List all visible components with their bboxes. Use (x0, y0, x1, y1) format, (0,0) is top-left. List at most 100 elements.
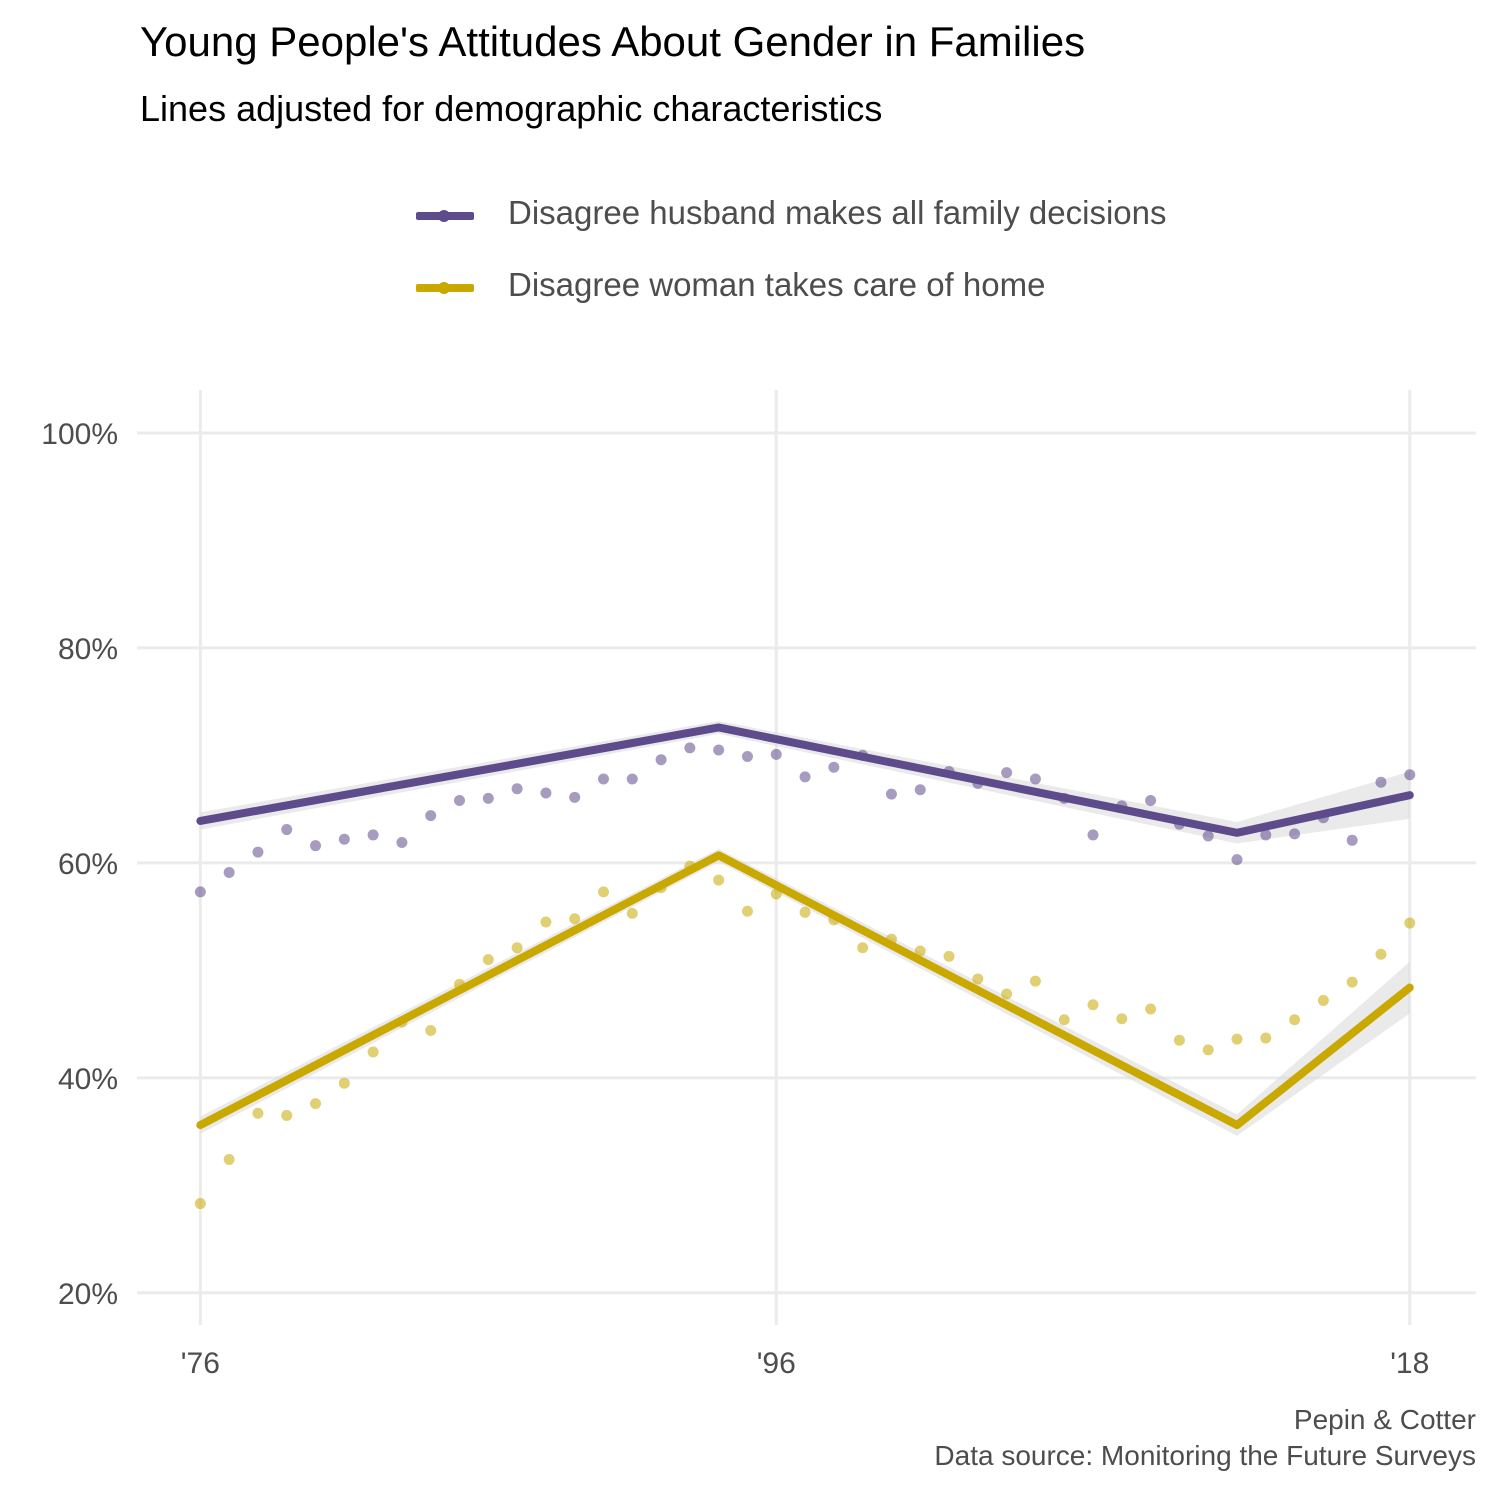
data-point (1289, 1014, 1301, 1026)
data-point (454, 795, 466, 807)
data-point (1404, 917, 1416, 929)
data-point (1346, 976, 1358, 988)
confidence-band (200, 848, 1410, 1136)
data-point (857, 942, 869, 954)
legend-label: Disagree husband makes all family decisi… (508, 194, 1167, 231)
data-point (943, 950, 955, 962)
data-point (281, 1109, 293, 1121)
data-point (1202, 830, 1214, 842)
legend-key-husband-decisions (416, 210, 474, 222)
y-tick-label: 20% (58, 1278, 118, 1311)
data-point (914, 784, 926, 796)
data-point (1116, 1013, 1128, 1025)
axis-tick-labels: 20% 40% 60% 80% 100% '76 '96 '18 (41, 418, 1429, 1380)
chart-title: Young People's Attitudes About Gender in… (140, 18, 1086, 65)
data-point (338, 833, 350, 845)
x-tick-label: '76 (181, 1347, 220, 1380)
data-point (1029, 975, 1041, 987)
data-point (713, 744, 725, 756)
y-tick-label: 40% (58, 1063, 118, 1096)
legend-key-woman-home (416, 282, 474, 294)
data-point (741, 750, 753, 762)
data-point (252, 1107, 264, 1119)
data-point (1346, 834, 1358, 846)
data-point (1375, 776, 1387, 788)
data-point (1087, 829, 1099, 841)
data-point (367, 829, 379, 841)
data-point (281, 824, 293, 836)
data-point (1231, 854, 1243, 866)
caption: Pepin & Cotter Data source: Monitoring t… (934, 1402, 1476, 1474)
caption-source: Data source: Monitoring the Future Surve… (934, 1440, 1476, 1471)
data-point (482, 954, 494, 966)
data-point (252, 846, 264, 858)
chart-subtitle: Lines adjusted for demographic character… (140, 88, 883, 129)
data-point (597, 773, 609, 785)
data-point (828, 761, 840, 773)
data-point (511, 942, 523, 954)
data-point (1404, 769, 1416, 781)
data-point (223, 867, 235, 879)
data-point (1001, 767, 1013, 779)
data-point (1317, 994, 1329, 1006)
gridlines (137, 390, 1476, 1325)
y-tick-label: 60% (58, 848, 118, 881)
data-point (770, 748, 782, 760)
data-point (799, 906, 811, 918)
confidence-bands (200, 721, 1410, 1136)
data-point (396, 836, 408, 848)
data-point (1202, 1044, 1214, 1056)
data-point (1145, 1003, 1157, 1015)
data-point (972, 973, 984, 985)
series-line (196, 723, 1414, 837)
data-point (1231, 1033, 1243, 1045)
data-point (511, 783, 523, 795)
data-point (223, 1153, 235, 1165)
data-point (1289, 828, 1301, 840)
data-point (597, 886, 609, 898)
data-point (713, 874, 725, 886)
data-point (569, 913, 581, 925)
data-point (367, 1046, 379, 1058)
data-point (1260, 829, 1272, 841)
data-point (655, 754, 667, 766)
data-point (482, 792, 494, 804)
data-point (540, 787, 552, 799)
data-point (741, 905, 753, 917)
data-points (194, 742, 1416, 1210)
data-point (626, 907, 638, 919)
caption-author: Pepin & Cotter (1293, 1404, 1476, 1435)
series-line (196, 851, 1414, 1130)
data-point (914, 945, 926, 957)
data-point (194, 1198, 206, 1210)
y-tick-label: 100% (41, 418, 118, 451)
data-point (885, 788, 897, 800)
x-tick-label: '96 (757, 1347, 796, 1380)
data-point (1375, 948, 1387, 960)
data-point (338, 1077, 350, 1089)
data-point (799, 771, 811, 783)
data-point (1058, 1014, 1070, 1026)
data-point (1145, 795, 1157, 807)
data-point (194, 886, 206, 898)
fit-lines (196, 723, 1414, 1130)
data-point (770, 888, 782, 900)
data-point (626, 773, 638, 785)
legend-label: Disagree woman takes care of home (508, 266, 1046, 303)
data-point (1260, 1032, 1272, 1044)
x-tick-label: '18 (1390, 1347, 1429, 1380)
data-point (1029, 773, 1041, 785)
data-point (310, 1098, 322, 1110)
data-point (684, 742, 696, 754)
data-point (425, 810, 437, 822)
y-tick-label: 80% (58, 633, 118, 666)
data-point (569, 791, 581, 803)
data-point (1173, 1034, 1185, 1046)
data-point (540, 916, 552, 928)
data-point (1087, 999, 1099, 1011)
data-point (425, 1025, 437, 1037)
confidence-band (200, 721, 1410, 844)
data-point (310, 840, 322, 852)
data-point (1001, 988, 1013, 1000)
